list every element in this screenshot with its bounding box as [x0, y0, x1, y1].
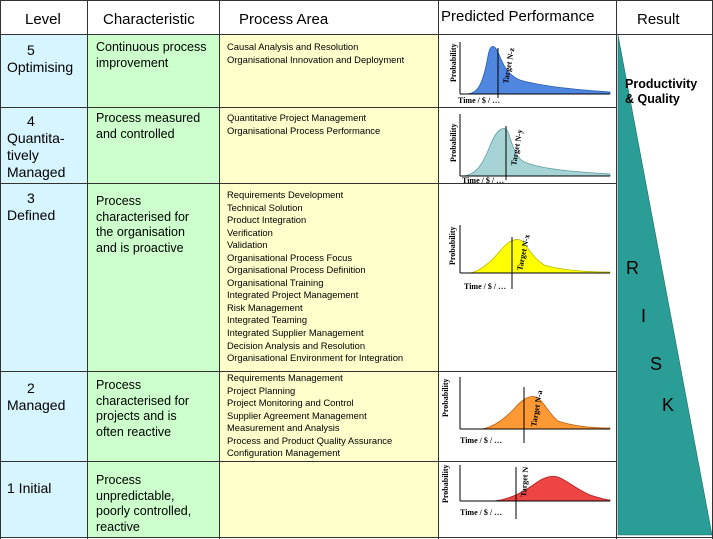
- distribution-curve: [481, 396, 611, 430]
- characteristic-text: Process characterised for projects and i…: [96, 378, 190, 439]
- performance-chart-level-1: Probability Target N Time / $ / …: [441, 464, 611, 519]
- process-area-item: Project Monitoring and Control: [227, 397, 354, 409]
- characteristic-text: Process characterised for the organisati…: [96, 194, 190, 255]
- process-area-item: Integrated Project Management: [227, 289, 359, 301]
- process-area-list: Requirements Development Technical Solut…: [227, 189, 403, 365]
- process-area-list: Causal Analysis and Resolution Organisat…: [227, 41, 404, 66]
- level-number: 3: [27, 190, 35, 206]
- level-number: 2: [27, 380, 35, 396]
- row-divider: [0, 183, 617, 184]
- risk-wedge: [617, 35, 712, 536]
- level-number: 4: [27, 113, 35, 129]
- level-number: 5: [27, 42, 35, 58]
- level-name: Managed: [7, 397, 66, 413]
- process-area-item: Causal Analysis and Resolution: [227, 41, 359, 52]
- risk-letter: I: [641, 306, 647, 326]
- process-area-list: Requirements Management Project Planning…: [227, 372, 392, 460]
- column-divider: [219, 0, 220, 539]
- process-area-item: Configuration Management: [227, 447, 341, 459]
- x-axis-label: Time / $ / …: [460, 508, 502, 517]
- process-area-item: Validation: [227, 239, 268, 251]
- risk-letter: S: [650, 354, 663, 374]
- process-area-item: Organisational Process Definition: [227, 264, 366, 276]
- process-area-item: Organisational Training: [227, 276, 324, 288]
- table-border-left: [0, 0, 1, 539]
- process-area-item: Organisational Process Performance: [227, 124, 381, 136]
- distribution-curve: [463, 46, 611, 95]
- y-axis-label: Probability: [449, 43, 458, 82]
- process-area-item: Decision Analysis and Resolution: [227, 339, 366, 351]
- x-axis-label: Time / $ / …: [464, 282, 506, 291]
- distribution-curve: [463, 128, 611, 177]
- header-characteristic: Characteristic: [103, 11, 195, 28]
- characteristic-column-bg: [88, 35, 219, 537]
- process-area-item: Risk Management: [227, 301, 303, 313]
- x-axis-label: Time / $ / …: [462, 176, 504, 184]
- process-area-item: Requirements Management: [227, 372, 343, 383]
- table-border-top: [0, 0, 713, 1]
- x-axis-label: Time / $ / …: [460, 436, 502, 445]
- y-axis-label: Probability: [448, 226, 457, 265]
- column-divider: [438, 0, 439, 539]
- risk-triangle: [617, 35, 712, 536]
- level-column-bg: [1, 35, 87, 537]
- process-area-item: Integrated Teaming: [227, 314, 308, 326]
- process-area-list: Quantitative Project Management Organisa…: [227, 112, 380, 137]
- process-area-item: Organisational Environment for Integrati…: [227, 352, 404, 364]
- distribution-curve: [469, 239, 611, 274]
- x-axis-label: Time / $ / …: [458, 96, 500, 105]
- performance-chart-level-5: Probability Target N-z Time / $ / …: [449, 42, 611, 105]
- performance-chart-level-3: Probability Target N-x Time / $ / …: [448, 225, 611, 291]
- target-label: Target N: [519, 466, 530, 497]
- level-name: Optimising: [7, 59, 74, 75]
- process-area-item: Integrated Supplier Management: [227, 327, 364, 339]
- header-level: Level: [25, 11, 61, 28]
- process-area-item: Measurement and Analysis: [227, 422, 340, 434]
- table-border-bottom: [0, 537, 713, 538]
- process-area-item: Organisational Process Focus: [227, 251, 353, 263]
- process-area-item: Organisational Innovation and Deployment: [227, 53, 405, 65]
- process-area-item: Requirements Development: [227, 189, 344, 200]
- performance-chart-level-4: Probability Target N-y Time / $ / …: [449, 114, 611, 184]
- process-area-item: Technical Solution: [227, 201, 303, 213]
- header-result: Result: [637, 11, 680, 28]
- distribution-curve: [493, 475, 611, 502]
- header-predicted-performance: Predicted Performance: [441, 8, 595, 25]
- row-divider: [0, 371, 617, 372]
- process-area-item: Verification: [227, 226, 273, 238]
- header-divider: [0, 34, 713, 35]
- row-divider: [0, 107, 617, 108]
- characteristic-text: Continuous process improvement: [96, 40, 207, 70]
- y-axis-label: Probability: [441, 378, 450, 417]
- characteristic-text: Process measured and controlled: [96, 111, 201, 141]
- column-divider: [616, 0, 617, 539]
- process-area-column-bg: [220, 35, 438, 537]
- header-process-area: Process Area: [239, 11, 329, 28]
- process-area-item: Supplier Agreement Management: [227, 409, 367, 421]
- y-axis-label: Probability: [441, 464, 450, 503]
- column-divider: [87, 0, 88, 539]
- process-area-item: Project Planning: [227, 384, 296, 396]
- process-area-item: Product Integration: [227, 214, 307, 226]
- row-divider: [0, 461, 617, 462]
- performance-chart-level-2: Probability Target N-a Time / $ / …: [441, 377, 611, 445]
- y-axis-label: Probability: [449, 123, 458, 162]
- level-name: Defined: [7, 207, 56, 223]
- productivity-quality-label: Productivity & Quality: [625, 77, 698, 106]
- risk-letter: R: [626, 258, 639, 278]
- characteristic-text: Process unpredictable, poorly controlled…: [96, 473, 192, 534]
- process-area-item: Quantitative Project Management: [227, 112, 367, 123]
- risk-letter: K: [662, 395, 675, 415]
- process-area-item: Process and Product Quality Assurance: [227, 434, 393, 446]
- level-name: 1 Initial: [7, 480, 52, 496]
- level-name: Quantita- tively Managed: [7, 130, 66, 180]
